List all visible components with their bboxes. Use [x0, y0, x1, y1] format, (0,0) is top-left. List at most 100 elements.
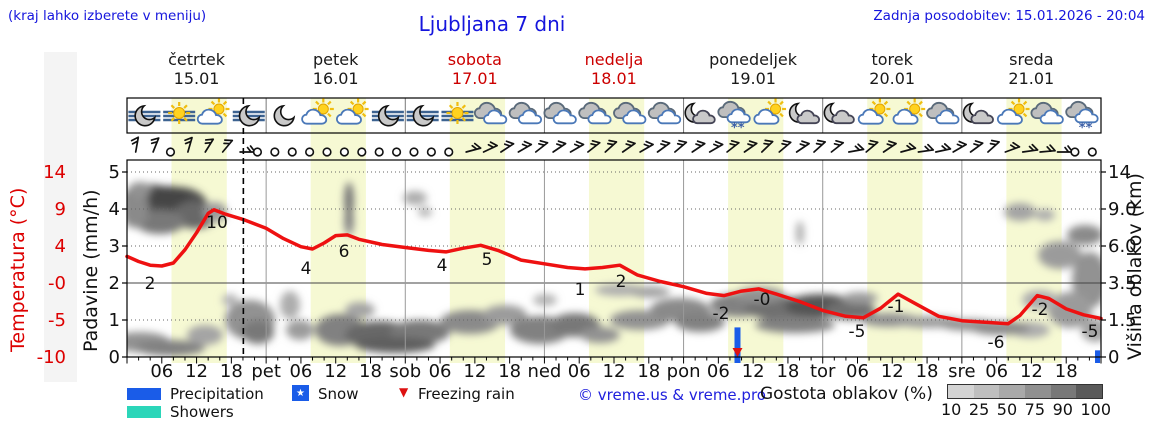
day-name: ponedeljek — [709, 50, 798, 69]
day-date: 21.01 — [1008, 69, 1055, 88]
sun-ray — [327, 112, 332, 118]
temp-tick-label: 4 — [55, 236, 66, 257]
wind-barb — [778, 139, 792, 153]
precip-tick-label: 1 — [109, 310, 120, 331]
weather-icon-sun-cloud — [857, 98, 891, 125]
wind-barb — [847, 143, 865, 153]
colorbar-tick: 75 — [1024, 400, 1046, 419]
wind-barb — [184, 136, 193, 153]
sun-ray — [1022, 100, 1028, 106]
cloud-blob — [755, 317, 835, 333]
temp-value-label: -0 — [754, 290, 771, 310]
sun-ray — [170, 104, 176, 109]
cloud-density-scale-ticks: 10 25 50 75 90 100 — [941, 400, 1111, 419]
temp-tick-label: 9 — [55, 199, 66, 220]
calm-wind-circle — [305, 147, 315, 157]
cloud-blob — [796, 221, 804, 245]
hour-label: 06 — [568, 361, 591, 382]
wind-barb — [934, 143, 952, 153]
cloud-shape — [335, 108, 362, 125]
sun-shape — [446, 102, 469, 124]
wind-barb — [813, 139, 827, 153]
day-header-četrtek: četrtek 15.01 — [127, 50, 266, 88]
cloud-blob — [127, 192, 149, 228]
cloud-blob — [1081, 318, 1101, 342]
hour-label: 18 — [637, 361, 660, 382]
weather-icon-sun-cloud — [892, 98, 926, 125]
sun-disc — [213, 103, 225, 115]
weather-icon-moon-cloud — [788, 102, 821, 125]
cloud-blob — [135, 340, 205, 356]
cloud-density-colorbar — [947, 384, 1103, 399]
cloud-km-tick-label: 0 — [1108, 347, 1119, 368]
moon-shape — [412, 104, 435, 127]
calm-wind-circle — [391, 147, 402, 157]
sun-ray — [1022, 112, 1028, 118]
weather-icon-sun-cloud — [196, 98, 230, 125]
hour-label: 18 — [359, 361, 382, 382]
cloud-blob — [1004, 203, 1036, 221]
calm-wind-circle — [1070, 147, 1080, 157]
calm-wind-circle — [322, 147, 332, 157]
weather-icon-moon-cloud — [962, 102, 994, 125]
calm-wind-circle — [374, 147, 384, 157]
time-labels: 06 12 18 06 12 18 pet 06 12 18 sob 06 12 18 ned 06 12 18 p… — [150, 361, 1077, 382]
wind-barb — [656, 140, 671, 153]
temp-tick-label: 14 — [43, 162, 66, 183]
wind-barb — [465, 142, 482, 153]
day-date: 19.01 — [730, 69, 776, 88]
wind-barb — [726, 139, 740, 153]
cloud-blob — [533, 294, 557, 306]
hour-label: 18 — [220, 361, 243, 382]
hour-label: 06 — [985, 361, 1008, 382]
precip-tick-label: 0 — [109, 347, 120, 368]
wind-barb — [204, 138, 215, 153]
precipitation-bar — [734, 327, 741, 363]
cloud-shape — [483, 109, 508, 125]
sun-ray — [883, 100, 889, 106]
wind-barb — [882, 140, 897, 153]
cloud-blob — [675, 312, 725, 332]
freezing-rain-icon: ▼ — [399, 385, 409, 399]
hour-label: 12 — [742, 361, 765, 382]
calm-wind-circle — [426, 147, 436, 157]
day-name: četrtek — [168, 50, 225, 69]
wind-barb — [130, 136, 140, 153]
weather-icon-cloud — [543, 101, 577, 125]
cloud-blob — [1035, 209, 1055, 221]
cloud-shape — [1074, 108, 1099, 124]
sun-ray — [210, 100, 216, 106]
snow-marks: ** — [1079, 121, 1093, 136]
copyright-link[interactable]: © vreme.us & vreme.pro — [578, 386, 766, 404]
wind-barb — [221, 139, 234, 153]
colorbar-tick: 50 — [996, 400, 1018, 419]
wind-barb — [987, 139, 1000, 153]
weather-icon-cloud — [926, 101, 960, 125]
cloud-blob — [1038, 241, 1082, 269]
sun-ray — [871, 100, 877, 106]
day-date: 20.01 — [869, 69, 916, 88]
temp-value-label: 2 — [145, 274, 156, 294]
colorbar-tick: 100 — [1080, 400, 1111, 419]
gridlines — [127, 98, 1101, 357]
hour-label: 18 — [776, 361, 799, 382]
cloud-km-tick-label: 14 — [1108, 162, 1131, 183]
wind-barb — [952, 140, 968, 153]
temp-value-label: -2 — [1032, 300, 1049, 320]
hour-label: 18 — [1055, 361, 1078, 382]
wind-barb — [500, 140, 515, 153]
temp-value-label: -2 — [713, 304, 730, 324]
cloud-shape — [935, 109, 960, 125]
wind-barb — [621, 140, 636, 153]
wind-barb — [534, 139, 549, 153]
cloud-shape — [1039, 109, 1064, 125]
cloud-km-tick-label: 6.0 — [1108, 236, 1137, 257]
showers-label: Showers — [170, 403, 234, 421]
weather-icon-cloud — [578, 101, 612, 125]
temp-value-label: 1 — [575, 280, 586, 300]
freezing-rain-marker — [732, 348, 743, 357]
icon-box-frame — [126, 97, 1102, 134]
hour-label: 06 — [846, 361, 869, 382]
cloud-shape — [692, 109, 716, 125]
sun-ray — [918, 112, 923, 118]
